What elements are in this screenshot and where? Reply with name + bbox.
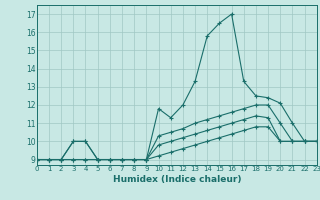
X-axis label: Humidex (Indice chaleur): Humidex (Indice chaleur): [113, 175, 241, 184]
